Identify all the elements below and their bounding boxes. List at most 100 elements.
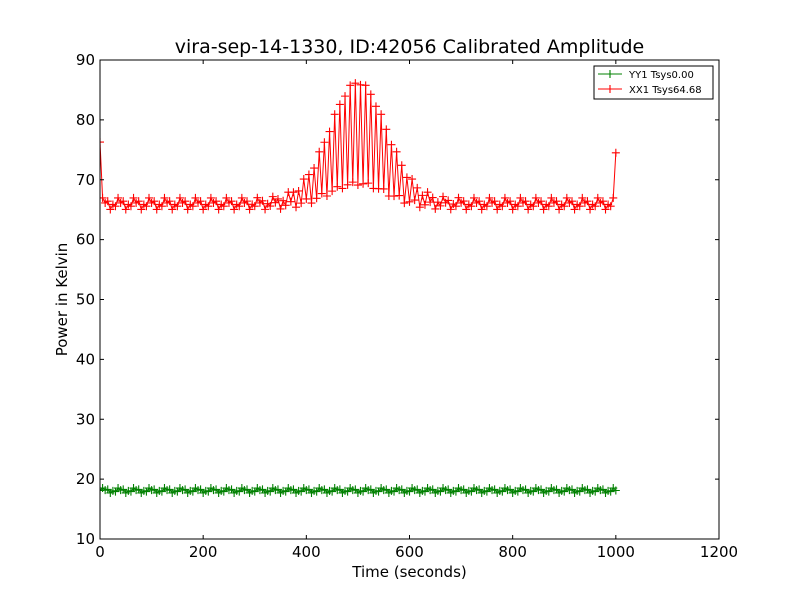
data-point [444, 196, 453, 205]
data-point [366, 90, 375, 99]
data-point [183, 205, 192, 214]
data-point [500, 193, 509, 202]
data-point [498, 202, 507, 211]
data-point [100, 193, 107, 202]
data-point [485, 193, 494, 202]
data-point [315, 147, 324, 156]
legend-label: YY1 Tsys0.00 [628, 70, 694, 81]
data-point [544, 202, 553, 211]
plot-layer [100, 79, 620, 497]
data-point [426, 198, 435, 207]
data-point [382, 125, 391, 134]
legend-box [593, 65, 714, 100]
data-point [312, 194, 321, 203]
x-tick-label: 600 [395, 543, 424, 561]
data-point [567, 197, 576, 206]
data-point [273, 194, 282, 203]
data-point [266, 202, 275, 211]
x-tick-label: 400 [292, 543, 321, 561]
data-point [279, 196, 288, 205]
data-point [227, 197, 236, 206]
data-point [611, 486, 620, 495]
data-point [377, 110, 386, 119]
series-0 [100, 484, 620, 497]
data-point [379, 184, 388, 193]
legend: YY1 Tsys0.00 XX1 Tsys64.68 [593, 65, 714, 100]
axes-layer: 0 200 400 600 800 1000 1200 10 20 30 40 50 60 70 80 90 [76, 51, 738, 561]
data-point [292, 203, 301, 212]
data-point [462, 205, 471, 214]
data-point [333, 182, 342, 191]
data-point [343, 180, 352, 189]
data-point [341, 92, 350, 101]
data-point [397, 161, 406, 170]
data-point [578, 193, 587, 202]
data-point [191, 193, 200, 202]
data-point [555, 205, 564, 214]
data-point [402, 173, 411, 182]
data-point [100, 138, 104, 147]
data-point [552, 197, 561, 206]
data-point [322, 191, 331, 200]
data-point [506, 197, 515, 206]
data-point [230, 205, 239, 214]
data-point [119, 197, 128, 206]
y-tick-label: 90 [76, 51, 95, 69]
data-point [493, 205, 502, 214]
y-tick-label: 70 [76, 171, 95, 189]
data-point [591, 202, 600, 211]
series-line-1 [100, 83, 617, 211]
data-point [371, 102, 380, 111]
data-point [609, 193, 618, 202]
data-point [245, 205, 254, 214]
data-point [529, 202, 538, 211]
data-point [237, 193, 246, 202]
data-point [111, 202, 120, 211]
data-point [410, 196, 419, 205]
data-point [560, 202, 569, 211]
data-point [152, 205, 161, 214]
data-point [387, 140, 396, 149]
data-point [310, 164, 319, 173]
data-point [408, 175, 417, 184]
x-tick-label: 0 [95, 543, 105, 561]
data-point [482, 202, 491, 211]
data-point [173, 202, 182, 211]
data-point [353, 181, 362, 190]
data-point [204, 202, 213, 211]
data-point [302, 194, 311, 203]
data-point [392, 147, 401, 156]
data-point [454, 193, 463, 202]
data-point [253, 193, 262, 202]
data-point [137, 205, 146, 214]
legend-marker [606, 85, 614, 93]
data-point [611, 148, 620, 157]
plot-frame [99, 59, 720, 540]
data-point [134, 197, 143, 206]
data-point [250, 202, 259, 211]
data-point [268, 192, 277, 201]
data-point [475, 197, 484, 206]
data-point [297, 199, 306, 208]
legend-marker [606, 70, 614, 78]
data-point [196, 197, 205, 206]
data-point [436, 201, 445, 210]
data-point [575, 202, 584, 211]
data-point [106, 205, 115, 214]
data-point [299, 175, 308, 184]
data-point [289, 188, 298, 197]
data-point [431, 204, 440, 213]
data-point [338, 184, 347, 193]
data-point [418, 191, 427, 200]
y-tick-label: 60 [76, 231, 95, 249]
data-point [593, 193, 602, 202]
data-point [317, 189, 326, 198]
data-point [235, 202, 244, 211]
y-tick-label: 30 [76, 410, 95, 428]
chart-title: vira-sep-14-1330, ID:42056 Calibrated Am… [175, 36, 645, 58]
data-point [348, 178, 357, 187]
data-point [361, 81, 370, 90]
data-point [307, 199, 316, 208]
y-tick-label: 10 [76, 530, 95, 548]
